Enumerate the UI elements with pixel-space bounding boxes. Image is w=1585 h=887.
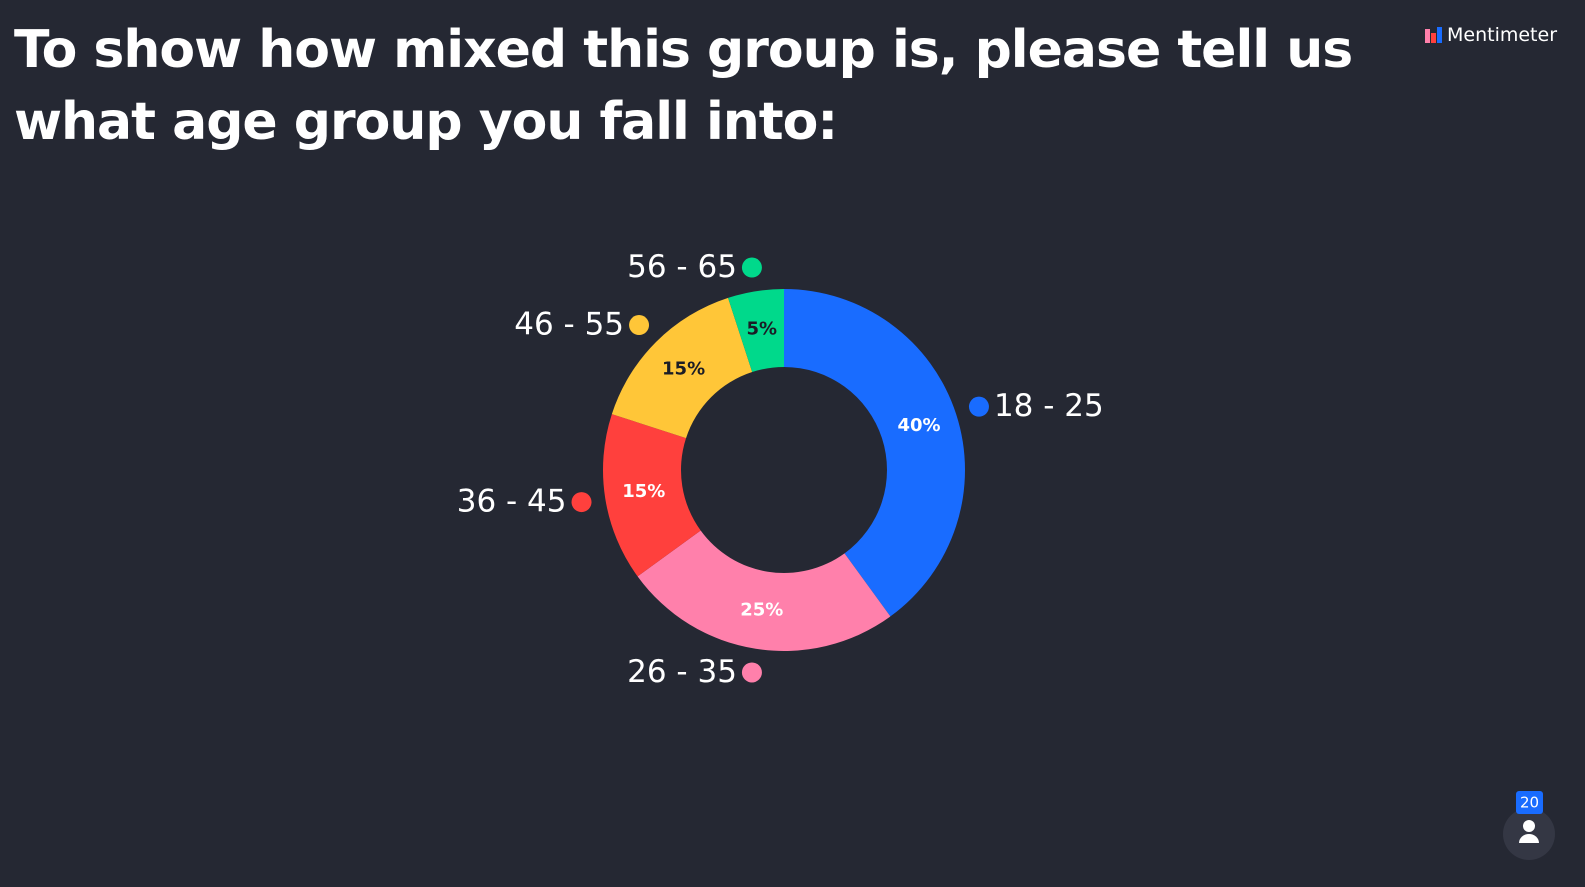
donut-slice <box>784 289 965 617</box>
person-icon <box>1519 834 1539 843</box>
donut-slice <box>611 297 753 439</box>
value-label: 15% <box>662 359 705 380</box>
donut-slice <box>637 530 891 651</box>
value-label: 5% <box>747 319 778 340</box>
legend-dot <box>571 492 592 513</box>
legend-dot <box>741 257 762 278</box>
legend-dot <box>629 315 650 336</box>
category-label: 56 - 65 <box>627 249 737 285</box>
participant-count: 20 <box>1520 794 1539 812</box>
category-label: 46 - 55 <box>514 307 624 343</box>
logo-bar <box>1425 29 1430 43</box>
participant-badge <box>1516 791 1543 814</box>
legend-dot <box>741 662 762 683</box>
category-label: 36 - 45 <box>457 484 567 520</box>
value-label: 25% <box>740 599 783 620</box>
donut-slice <box>728 289 784 373</box>
category-label: 26 - 35 <box>627 654 737 690</box>
value-label: 15% <box>622 481 665 502</box>
chart-title: To show how mixed this group is, please … <box>14 20 1353 152</box>
logo-bar <box>1437 27 1442 43</box>
logo-bar <box>1431 33 1436 43</box>
person-icon <box>1523 820 1535 832</box>
donut-slice <box>603 414 701 577</box>
brand-name: Mentimeter <box>1447 24 1558 46</box>
value-label: 40% <box>898 415 941 436</box>
category-label: 18 - 25 <box>994 388 1104 424</box>
brand-logo <box>1425 27 1442 43</box>
legend-dot <box>968 396 989 417</box>
